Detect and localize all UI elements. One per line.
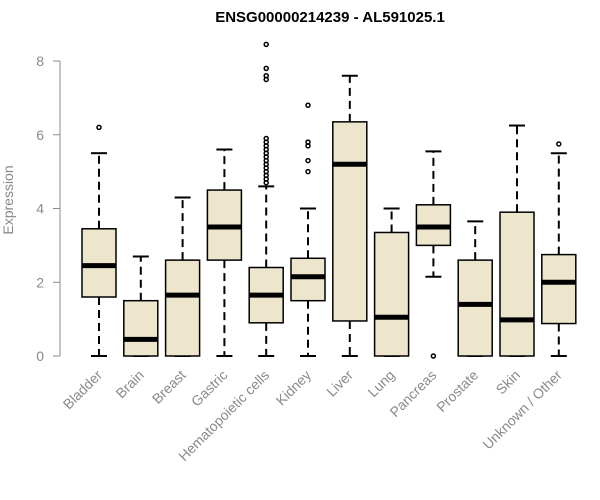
x-tick-label-0: Bladder [60, 367, 106, 413]
y-axis: 0 2 4 6 8 [36, 53, 61, 364]
outlier-point [263, 73, 269, 79]
box-0 [81, 124, 117, 357]
x-tick-label-2: Breast [149, 367, 189, 407]
x-tick-label-6: Liver [323, 367, 356, 400]
box-iqr [332, 121, 368, 322]
x-tick-label-10: Skin [493, 367, 524, 398]
y-tick-label-3: 6 [36, 127, 44, 143]
boxes-group [81, 41, 577, 359]
box-iqr [499, 211, 535, 357]
box-7 [373, 207, 410, 357]
outlier-point [96, 124, 102, 131]
box-3 [206, 148, 243, 357]
outlier-point [305, 139, 311, 145]
box-8 [415, 150, 452, 359]
outlier-point [263, 41, 269, 48]
box-9 [457, 220, 493, 357]
x-tick-label-11: Unknown / Other [479, 367, 565, 453]
box-iqr [541, 253, 577, 325]
y-tick-label-0: 0 [36, 348, 44, 364]
outlier-point [305, 157, 311, 164]
box-10 [499, 124, 535, 357]
box-iqr [290, 257, 326, 302]
y-axis-label: Expression [0, 165, 16, 234]
outlier-point [430, 353, 437, 359]
outlier-point [305, 168, 311, 175]
box-iqr [123, 299, 159, 357]
box-1 [123, 255, 159, 357]
box-11 [541, 141, 577, 357]
y-tick-label-4: 8 [36, 53, 44, 69]
outlier-point [305, 102, 311, 108]
box-5 [290, 102, 326, 357]
box-iqr [457, 259, 493, 357]
x-tick-label-7: Lung [364, 367, 397, 400]
chart-title: ENSG00000214239 - AL591025.1 [215, 9, 445, 26]
outlier-point [263, 65, 269, 72]
box-iqr [373, 231, 410, 357]
outlier-point [556, 141, 562, 147]
box-2 [164, 196, 201, 357]
x-tick-label-1: Brain [112, 367, 146, 401]
x-tick-label-9: Prostate [433, 367, 481, 415]
box-iqr [164, 259, 201, 357]
outlier-point [263, 135, 269, 142]
box-iqr [81, 228, 117, 298]
y-tick-label-1: 2 [36, 274, 44, 290]
box-6 [332, 74, 368, 357]
x-tick-label-5: Kidney [273, 367, 315, 409]
y-tick-label-2: 4 [36, 201, 44, 217]
box-4 [248, 41, 284, 357]
